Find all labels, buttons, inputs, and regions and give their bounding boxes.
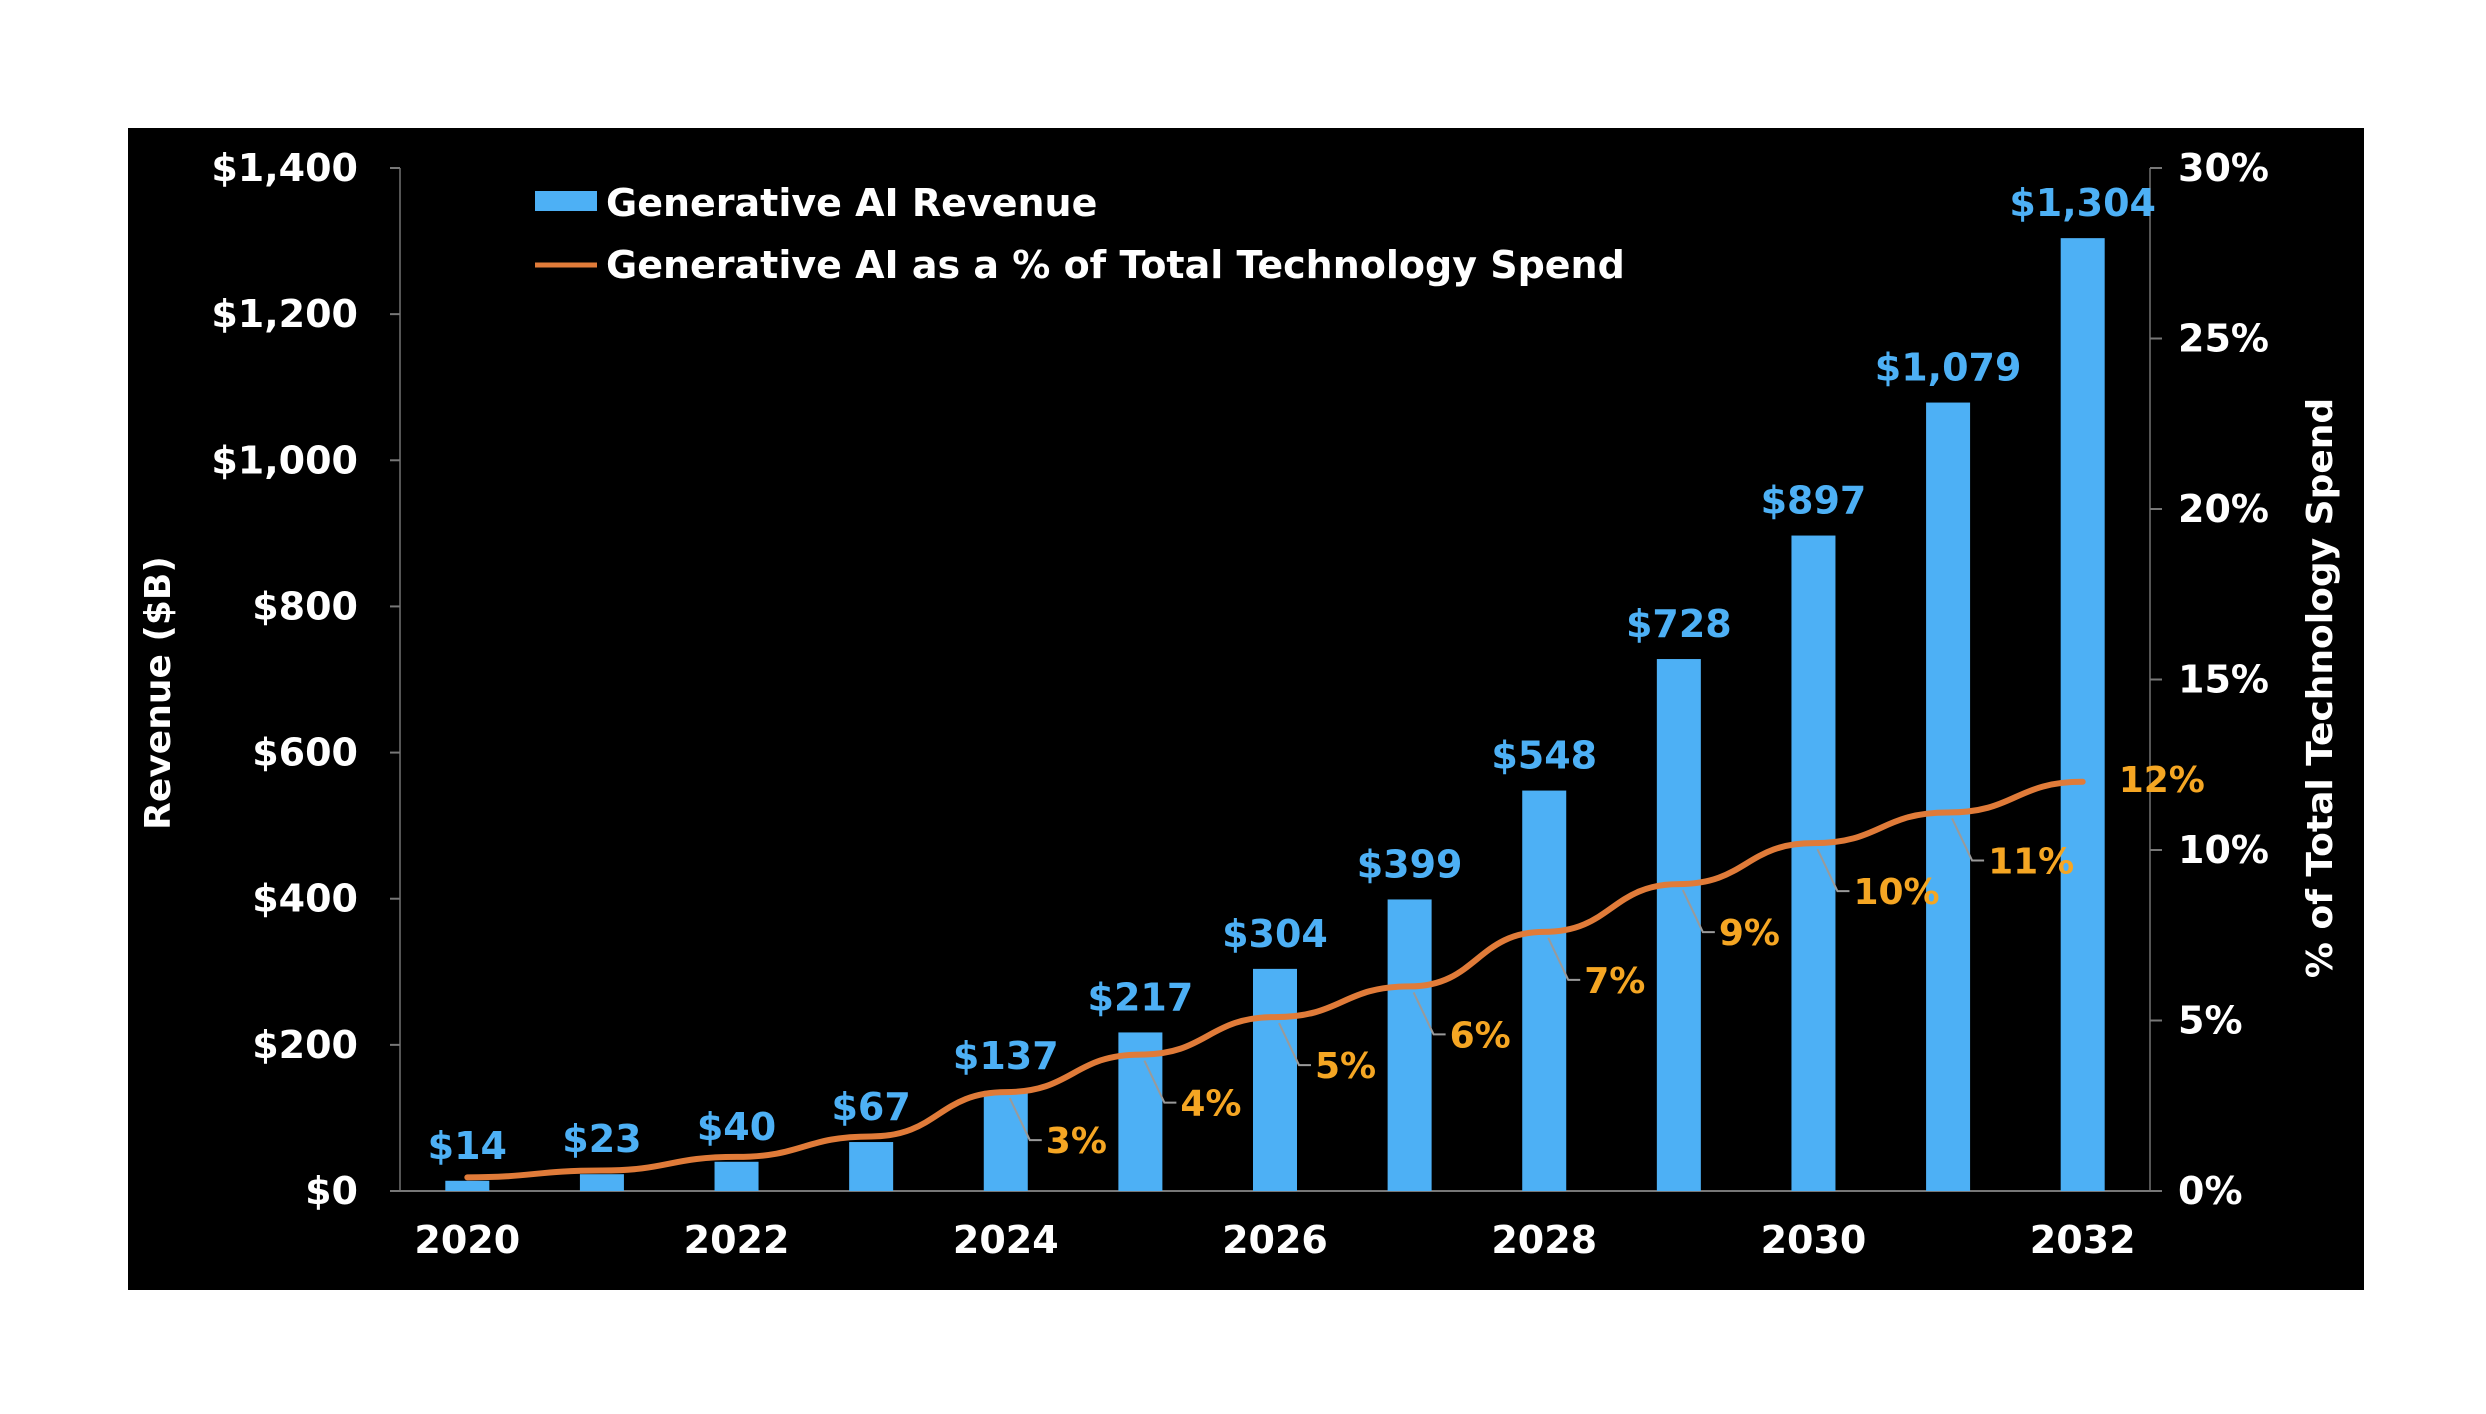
bar-value-label: $14 <box>428 1124 507 1168</box>
bar <box>580 1174 624 1191</box>
y2-tick-label: 25% <box>2178 317 2269 361</box>
y2-tick-label: 15% <box>2178 658 2269 702</box>
x-tick-label: 2032 <box>2030 1218 2136 1262</box>
bar-value-label: $67 <box>831 1085 910 1129</box>
x-tick-label: 2030 <box>1761 1218 1867 1262</box>
bar <box>1388 899 1432 1191</box>
y-tick-label: $1,400 <box>211 146 358 190</box>
bar-value-label: $137 <box>953 1034 1059 1078</box>
percent-value-label: 6% <box>1450 1015 1511 1056</box>
bars-layer <box>445 238 2104 1191</box>
percent-value-label: 10% <box>1853 872 1939 913</box>
percent-value-label: 3% <box>1046 1121 1107 1162</box>
legend-label-revenue: Generative AI Revenue <box>606 181 1097 225</box>
percent-value-label: 4% <box>1180 1084 1241 1125</box>
bar-value-label: $728 <box>1626 602 1732 646</box>
bar <box>1791 536 1835 1191</box>
bar <box>1657 659 1701 1191</box>
y-tick-label: $1,000 <box>211 438 358 482</box>
bar <box>1926 403 1970 1191</box>
bar-value-label: $399 <box>1357 842 1463 886</box>
y2-tick-label: 20% <box>2178 487 2269 531</box>
percent-value-label: 12% <box>2119 760 2205 801</box>
bar-value-label: $897 <box>1761 479 1867 523</box>
bar-value-label: $217 <box>1088 975 1194 1019</box>
y-tick-label: $200 <box>252 1023 358 1067</box>
bar <box>849 1142 893 1191</box>
x-tick-label: 2022 <box>684 1218 790 1262</box>
y-axis-title: Revenue ($B) <box>138 556 179 830</box>
chart-svg: $0 $200 $400 $600 $800 $1,000 $1,200 $1,400 0% 5%… <box>128 128 2364 1290</box>
x-tick-label: 2028 <box>1491 1218 1597 1262</box>
bar-value-label: $304 <box>1222 912 1328 956</box>
bar <box>715 1162 759 1191</box>
y2-axis-title: % of Total Technology Spend <box>2300 398 2341 978</box>
bar <box>1253 969 1297 1191</box>
x-tick-label: 2026 <box>1222 1218 1328 1262</box>
chart-panel: $0 $200 $400 $600 $800 $1,000 $1,200 $1,400 0% 5%… <box>128 128 2364 1290</box>
y-tick-label: $0 <box>305 1169 358 1213</box>
percent-value-label: 9% <box>1719 913 1780 954</box>
percent-value-label: 5% <box>1315 1046 1376 1087</box>
bar-value-label: $23 <box>562 1117 641 1161</box>
bar-value-label: $1,304 <box>2009 181 2156 225</box>
percent-value-label: 7% <box>1584 961 1645 1002</box>
x-tick-label: 2024 <box>953 1218 1059 1262</box>
legend: Generative AI Revenue Generative AI as a… <box>535 181 1625 287</box>
bar <box>984 1091 1028 1191</box>
bar <box>1522 791 1566 1191</box>
bar <box>2061 238 2105 1191</box>
y2-tick-label: 5% <box>2178 999 2243 1043</box>
y-tick-label: $800 <box>252 584 358 628</box>
bar-value-label: $1,079 <box>1875 346 2022 390</box>
y2-tick-label: 0% <box>2178 1169 2243 1213</box>
y2-tick-label: 10% <box>2178 828 2269 872</box>
x-tick-label: 2020 <box>414 1218 520 1262</box>
bar <box>445 1181 489 1191</box>
percent-value-label: 11% <box>1988 841 2074 882</box>
bar-value-label: $548 <box>1491 734 1597 778</box>
legend-swatch-revenue <box>535 191 597 211</box>
y-tick-label: $1,200 <box>211 292 358 336</box>
y-tick-label: $600 <box>252 731 358 775</box>
bar-value-label: $40 <box>697 1105 776 1149</box>
legend-label-percent: Generative AI as a % of Total Technology… <box>606 243 1625 287</box>
y-tick-label: $400 <box>252 877 358 921</box>
y2-tick-label: 30% <box>2178 146 2269 190</box>
